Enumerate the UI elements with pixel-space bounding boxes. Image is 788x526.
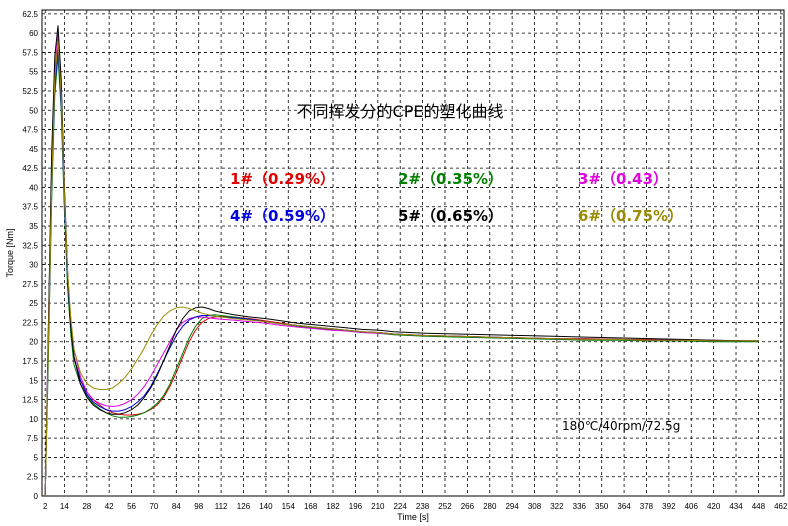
x-tick-label: 448 <box>752 502 766 511</box>
x-tick-label: 98 <box>194 502 203 511</box>
conditions-annotation: 180℃/40rpm/72.5g <box>562 419 680 433</box>
y-tick-label: 17.5 <box>22 357 38 366</box>
x-tick-label: 252 <box>438 502 452 511</box>
legend-label-6: 6#（0.75%） <box>578 207 683 225</box>
x-tick-label: 350 <box>595 502 609 511</box>
x-tick-label: 364 <box>617 502 631 511</box>
y-tick-label: 37.5 <box>22 203 38 212</box>
y-tick-label: 47.5 <box>22 126 38 135</box>
x-tick-label: 28 <box>82 502 91 511</box>
x-tick-label: 42 <box>105 502 114 511</box>
y-tick-label: 42.5 <box>22 164 38 173</box>
x-tick-label: 322 <box>550 502 564 511</box>
x-tick-label: 126 <box>237 502 251 511</box>
x-axis-label: Time [s] <box>397 512 429 522</box>
x-tick-label: 84 <box>172 502 181 511</box>
y-tick-label: 15 <box>29 376 38 385</box>
x-tick-label: 154 <box>282 502 296 511</box>
chart-title: 不同挥发分的CPE的塑化曲线 <box>297 102 504 121</box>
y-tick-label: 40 <box>29 183 38 192</box>
y-tick-label: 52.5 <box>22 87 38 96</box>
x-tick-label: 280 <box>483 502 497 511</box>
y-tick-label: 60 <box>29 29 38 38</box>
legend-label-2: 2#（0.35%） <box>398 170 503 188</box>
y-tick-label: 62.5 <box>22 10 38 19</box>
legend-label-1: 1#（0.29%） <box>230 170 335 188</box>
legend-label-4: 4#（0.59%） <box>230 207 335 225</box>
x-tick-label: 434 <box>729 502 743 511</box>
x-tick-label: 70 <box>149 502 158 511</box>
x-tick-label: 406 <box>685 502 699 511</box>
x-tick-label: 196 <box>349 502 363 511</box>
legend-label-3: 3#（0.43） <box>578 170 668 188</box>
x-tick-label: 378 <box>640 502 654 511</box>
series-line-2 <box>44 56 759 497</box>
y-tick-label: 35 <box>29 222 38 231</box>
y-tick-label: 5 <box>34 453 39 462</box>
x-tick-label: 238 <box>416 502 430 511</box>
x-tick-label: 392 <box>662 502 676 511</box>
x-tick-label: 308 <box>528 502 542 511</box>
x-tick-label: 420 <box>707 502 721 511</box>
x-tick-label: 462 <box>774 502 788 511</box>
x-tick-label: 140 <box>259 502 273 511</box>
y-tick-label: 20 <box>29 338 38 347</box>
y-tick-label: 22.5 <box>22 318 38 327</box>
y-tick-label: 32.5 <box>22 241 38 250</box>
x-tick-label: 266 <box>461 502 475 511</box>
y-tick-label: 27.5 <box>22 280 38 289</box>
x-tick-label: 182 <box>326 502 340 511</box>
y-axis-label: Torque [Nm] <box>5 228 15 277</box>
y-tick-label: 25 <box>29 299 38 308</box>
x-tick-label: 336 <box>573 502 587 511</box>
y-tick-label: 55 <box>29 68 38 77</box>
legend-label-5: 5#（0.65%） <box>398 207 503 225</box>
y-tick-label: 10 <box>29 415 38 424</box>
x-tick-label: 56 <box>127 502 136 511</box>
y-tick-label: 57.5 <box>22 48 38 57</box>
y-tick-label: 0 <box>34 492 39 501</box>
y-tick-label: 50 <box>29 106 38 115</box>
y-tick-label: 7.5 <box>27 434 39 443</box>
x-tick-label: 14 <box>60 502 69 511</box>
y-tick-label: 30 <box>29 261 38 270</box>
y-tick-label: 45 <box>29 145 38 154</box>
x-tick-label: 210 <box>371 502 385 511</box>
x-tick-label: 294 <box>505 502 519 511</box>
x-tick-label: 224 <box>394 502 408 511</box>
y-tick-label: 2.5 <box>27 473 39 482</box>
x-tick-label: 112 <box>215 502 228 511</box>
x-tick-label: 168 <box>304 502 318 511</box>
series-line-6 <box>44 40 759 497</box>
x-tick-label: 2 <box>43 502 48 511</box>
y-tick-label: 12.5 <box>22 396 38 405</box>
